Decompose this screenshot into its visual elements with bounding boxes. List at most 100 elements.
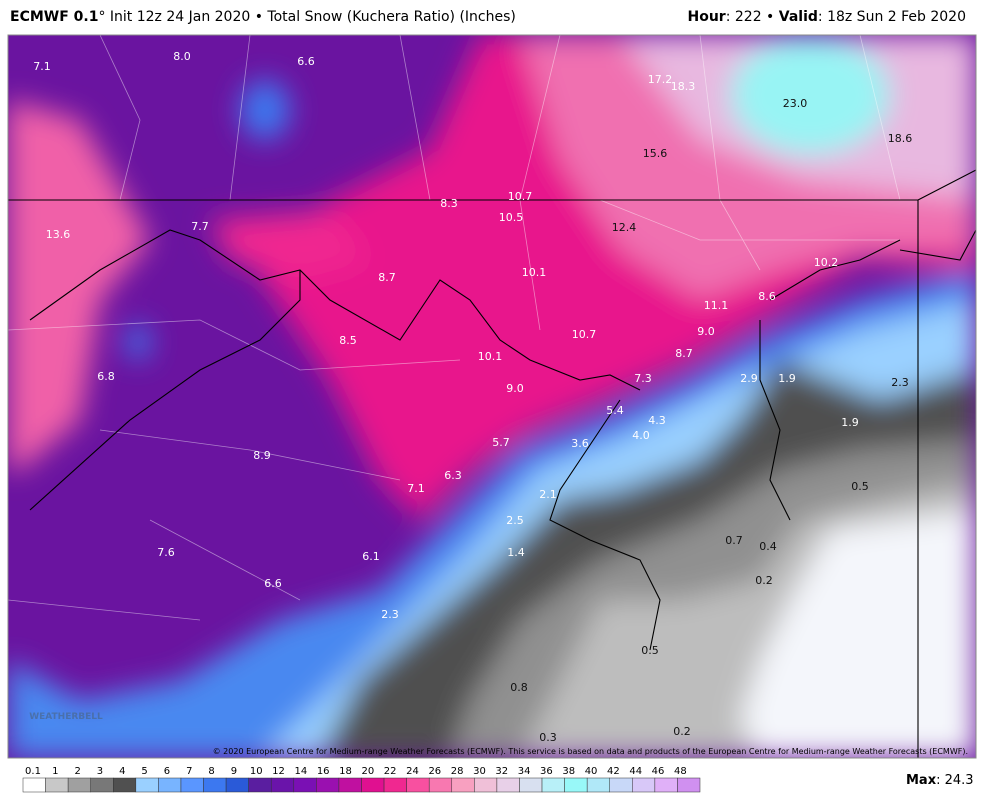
snow-label: 8.0 bbox=[173, 50, 191, 63]
max-label: Max bbox=[906, 773, 937, 788]
colorbar-label: 7 bbox=[186, 766, 192, 777]
colorbar-label: 5 bbox=[141, 766, 147, 777]
snow-label: 2.9 bbox=[740, 372, 758, 385]
colorbar-label: 46 bbox=[652, 766, 665, 777]
colorbar-swatch bbox=[158, 777, 182, 793]
snow-label: 4.0 bbox=[632, 429, 650, 442]
max-value: : 24.3 bbox=[936, 773, 973, 788]
colorbar-swatch bbox=[135, 777, 159, 793]
snow-label: 0.7 bbox=[725, 534, 743, 547]
colorbar-swatch bbox=[203, 777, 227, 793]
snow-label: 0.8 bbox=[510, 681, 528, 694]
colorbar-label: 0.1 bbox=[25, 766, 41, 777]
colorbar-swatch bbox=[451, 777, 475, 793]
colorbar-label: 2 bbox=[74, 766, 80, 777]
colorbar-swatch bbox=[270, 777, 295, 793]
colorbar-swatch bbox=[474, 777, 498, 793]
colorbar-label: 44 bbox=[629, 766, 642, 777]
snow-label: 10.2 bbox=[814, 256, 839, 269]
colorbar-swatch bbox=[113, 777, 137, 793]
snow-label: 0.2 bbox=[673, 725, 691, 738]
colorbar-label: 38 bbox=[562, 766, 575, 777]
snow-label: 0.5 bbox=[641, 644, 659, 657]
snow-label: 10.7 bbox=[572, 328, 597, 341]
snow-label: 15.6 bbox=[643, 147, 668, 160]
colorbar-swatch bbox=[496, 777, 520, 793]
snow-label: 1.4 bbox=[507, 546, 525, 559]
colorbar-label: 30 bbox=[473, 766, 486, 777]
colorbar-label: 22 bbox=[384, 766, 397, 777]
snow-label: 8.7 bbox=[378, 271, 396, 284]
colorbar-swatch bbox=[293, 777, 317, 793]
colorbar-swatch bbox=[248, 777, 272, 793]
colorbar-label: 14 bbox=[295, 766, 308, 777]
snow-label: 7.1 bbox=[33, 60, 51, 73]
snow-label: 6.6 bbox=[264, 577, 282, 590]
colorbar-swatch bbox=[428, 777, 453, 793]
snow-label: 10.7 bbox=[508, 190, 533, 203]
colorbar-label: 42 bbox=[607, 766, 620, 777]
colorbar-swatch bbox=[632, 777, 656, 793]
snow-label: 12.4 bbox=[612, 221, 637, 234]
colorbar-label: 26 bbox=[428, 766, 441, 777]
colorbar-swatch bbox=[316, 777, 340, 793]
colorbar-swatch bbox=[519, 777, 543, 793]
hour-label: Hour bbox=[687, 9, 726, 25]
snow-label: 3.6 bbox=[571, 437, 589, 450]
colorbar-label: 4 bbox=[119, 766, 125, 777]
snow-label: 6.8 bbox=[97, 370, 115, 383]
snow-label: 8.3 bbox=[440, 197, 458, 210]
snow-label: 8.9 bbox=[253, 449, 271, 462]
colorbar-label: 12 bbox=[272, 766, 285, 777]
colorbar-swatch bbox=[564, 777, 588, 793]
colorbar-label: 3 bbox=[97, 766, 103, 777]
snow-label: 7.3 bbox=[634, 372, 652, 385]
max: Max: 24.3 bbox=[906, 773, 974, 788]
colorbar-swatch bbox=[541, 777, 565, 793]
colorbar-label: 18 bbox=[339, 766, 352, 777]
run-info: ° Init 12z 24 Jan 2020 • Total Snow (Kuc… bbox=[98, 9, 516, 25]
colorbar-swatch bbox=[338, 777, 362, 793]
header-left: ECMWF 0.1° Init 12z 24 Jan 2020 • Total … bbox=[10, 9, 516, 25]
snow-label: 0.5 bbox=[851, 480, 869, 493]
colorbar-label: 1 bbox=[52, 766, 58, 777]
colorbar-swatch bbox=[609, 777, 633, 793]
colorbar-swatch bbox=[90, 777, 114, 793]
snow-label: 13.6 bbox=[46, 228, 71, 241]
valid: : 18z Sun 2 Feb 2020 bbox=[817, 9, 966, 25]
snow-label: 11.1 bbox=[704, 299, 729, 312]
colorbar-label: 24 bbox=[406, 766, 419, 777]
colorbar-label: 28 bbox=[451, 766, 464, 777]
snow-label: 7.6 bbox=[157, 546, 175, 559]
colorbar-swatch bbox=[67, 777, 91, 793]
colorbar-label: 40 bbox=[585, 766, 598, 777]
snow-label: 1.9 bbox=[841, 416, 859, 429]
snow-label: 6.1 bbox=[362, 550, 380, 563]
copyright: © 2020 European Centre for Medium-range … bbox=[213, 747, 968, 756]
snow-label: 8.7 bbox=[675, 347, 693, 360]
snow-label: 0.4 bbox=[759, 540, 777, 553]
colorbar-swatch bbox=[180, 777, 204, 793]
colorbar-swatch bbox=[361, 777, 385, 793]
colorbar-label: 34 bbox=[518, 766, 531, 777]
snow-label: 4.3 bbox=[648, 414, 666, 427]
colorbar-label: 6 bbox=[164, 766, 170, 777]
snow-label: 5.4 bbox=[606, 404, 624, 417]
map-frame bbox=[7, 34, 977, 759]
snow-label: 8.5 bbox=[339, 334, 357, 347]
colorbar-label: 48 bbox=[674, 766, 687, 777]
snow-label: 0.3 bbox=[539, 731, 557, 744]
snow-label: 7.7 bbox=[191, 220, 209, 233]
snow-label: 10.1 bbox=[478, 350, 503, 363]
colorbar-swatch bbox=[45, 777, 69, 793]
snow-field bbox=[8, 35, 976, 758]
snow-label: 18.3 bbox=[671, 80, 696, 93]
colorbar-swatch bbox=[406, 777, 430, 793]
header-right: Hour: 222 • Valid: 18z Sun 2 Feb 2020 bbox=[688, 9, 967, 25]
colorbar-swatch bbox=[383, 777, 407, 793]
model: ECMWF 0.1 bbox=[10, 9, 99, 25]
snow-label: 6.6 bbox=[297, 55, 315, 68]
colorbar-label: 32 bbox=[495, 766, 508, 777]
